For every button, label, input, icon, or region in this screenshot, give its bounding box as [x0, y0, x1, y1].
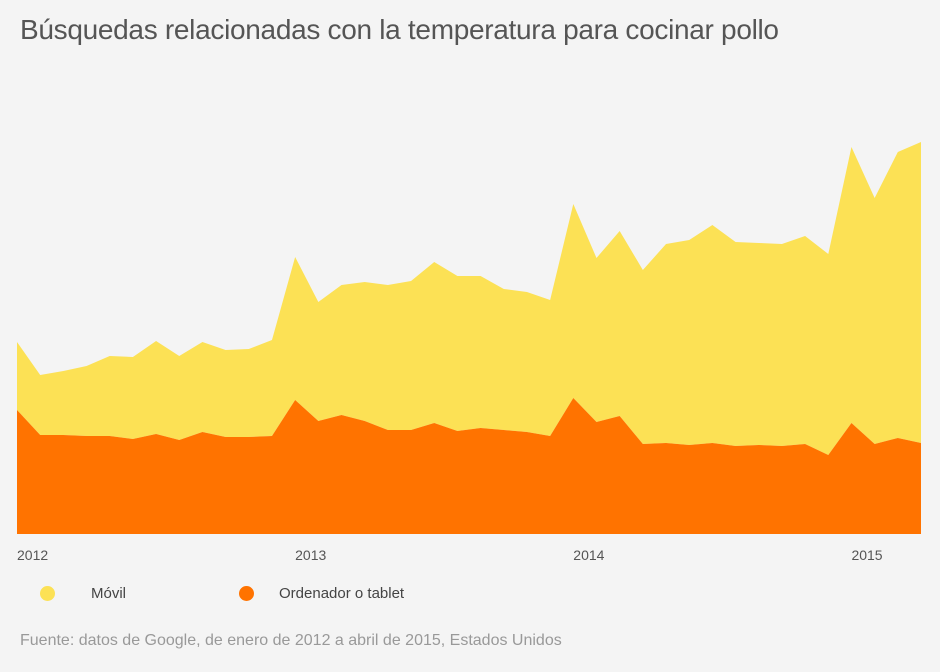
area-movil [17, 142, 921, 455]
chart-title: Búsquedas relacionadas con la temperatur… [20, 14, 779, 45]
x-tick-label: 2012 [17, 547, 48, 563]
x-axis: 2012 2013 2014 2015 [17, 547, 883, 563]
legend-swatch-ordenador [239, 586, 255, 601]
legend: Móvil Ordenador o tablet [40, 585, 450, 602]
legend-label-ordenador: Ordenador o tablet [279, 585, 405, 602]
area-ordenador-o-tablet [17, 398, 921, 534]
area-chart: 2012 2013 2014 2015 [17, 142, 921, 563]
x-tick-label: 2014 [573, 547, 604, 563]
legend-item-ordenador: Ordenador o tablet [172, 585, 404, 602]
x-tick-label: 2013 [295, 547, 326, 563]
legend-label-movil: Móvil [91, 585, 127, 602]
x-tick-label: 2015 [851, 547, 882, 563]
source-note: Fuente: datos de Google, de enero de 201… [20, 632, 562, 649]
legend-swatch-movil [40, 586, 55, 601]
legend-item-movil: Móvil [40, 585, 126, 602]
chart-areas [17, 142, 921, 534]
